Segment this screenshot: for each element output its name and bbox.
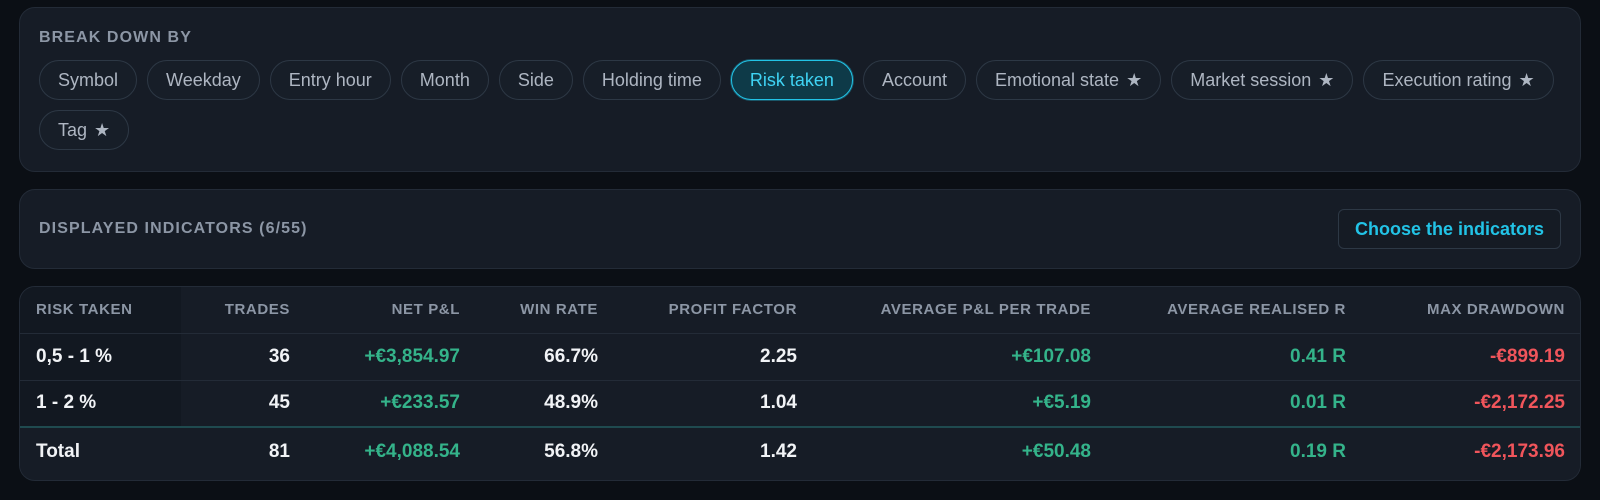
table-header-row: RISK TAKEN TRADES NET P&L WIN RATE PROFI… bbox=[20, 287, 1580, 334]
chip-label: Side bbox=[517, 70, 554, 90]
cell-total-profit-factor: 1.42 bbox=[614, 427, 813, 476]
chip-label: Month bbox=[419, 70, 470, 90]
chip-execution-rating[interactable]: Execution rating ★ bbox=[1363, 60, 1554, 100]
chip-emotional-state[interactable]: Emotional state ★ bbox=[976, 60, 1162, 100]
column-header-average-realised-r[interactable]: AVERAGE REALISED R bbox=[1107, 287, 1362, 334]
star-icon: ★ bbox=[1518, 70, 1535, 90]
breakdown-panel: BREAK DOWN BY Symbol Weekday Entry hour … bbox=[19, 7, 1581, 172]
cell-average-pnl: +€107.08 bbox=[813, 333, 1107, 381]
cell-total-label: Total bbox=[20, 427, 181, 476]
chip-account[interactable]: Account bbox=[862, 60, 966, 100]
breakdown-chip-list: Symbol Weekday Entry hour Month Side Hol… bbox=[39, 60, 1559, 150]
star-icon: ★ bbox=[1126, 70, 1143, 90]
cell-total-average-r: 0.19 R bbox=[1107, 427, 1362, 476]
breakdown-title: BREAK DOWN BY bbox=[39, 29, 192, 46]
chip-label: Entry hour bbox=[288, 70, 372, 90]
cell-net-pnl: +€3,854.97 bbox=[306, 333, 476, 381]
column-header-trades[interactable]: TRADES bbox=[181, 287, 306, 334]
cell-win-rate: 66.7% bbox=[476, 333, 614, 381]
table-total-row: Total 81 +€4,088.54 56.8% 1.42 +€50.48 0… bbox=[20, 427, 1580, 476]
column-header-risk-taken[interactable]: RISK TAKEN bbox=[20, 287, 181, 334]
chip-holding-time[interactable]: Holding time bbox=[582, 60, 721, 100]
chip-side[interactable]: Side bbox=[498, 60, 573, 100]
breakdown-table-panel: RISK TAKEN TRADES NET P&L WIN RATE PROFI… bbox=[19, 286, 1581, 481]
cell-profit-factor: 1.04 bbox=[614, 380, 813, 428]
column-header-max-drawdown[interactable]: MAX DRAWDOWN bbox=[1362, 287, 1580, 334]
cell-max-drawdown: -€2,172.25 bbox=[1362, 380, 1580, 428]
chip-label: Holding time bbox=[601, 70, 702, 90]
cell-average-r: 0.41 R bbox=[1107, 333, 1362, 381]
cell-trades: 36 bbox=[181, 333, 306, 381]
column-header-win-rate[interactable]: WIN RATE bbox=[476, 287, 614, 334]
cell-total-average-pnl: +€50.48 bbox=[813, 427, 1107, 476]
cell-total-net-pnl: +€4,088.54 bbox=[306, 427, 476, 476]
cell-total-win-rate: 56.8% bbox=[476, 427, 614, 476]
column-header-net-pnl[interactable]: NET P&L bbox=[306, 287, 476, 334]
cell-risk-taken: 1 - 2 % bbox=[20, 380, 181, 428]
cell-total-trades: 81 bbox=[181, 427, 306, 476]
chip-weekday[interactable]: Weekday bbox=[147, 60, 260, 100]
indicators-panel: DISPLAYED INDICATORS (6/55) Choose the i… bbox=[19, 189, 1581, 269]
cell-profit-factor: 2.25 bbox=[614, 333, 813, 381]
cell-risk-taken: 0,5 - 1 % bbox=[20, 333, 181, 381]
star-icon: ★ bbox=[94, 120, 111, 140]
chip-label: Account bbox=[881, 70, 947, 90]
chip-label: Market session bbox=[1190, 70, 1312, 90]
column-header-average-pnl-per-trade[interactable]: AVERAGE P&L PER TRADE bbox=[813, 287, 1107, 334]
chip-label: Execution rating bbox=[1382, 70, 1512, 90]
chip-tag[interactable]: Tag ★ bbox=[39, 110, 130, 150]
chip-label: Risk taken bbox=[749, 70, 834, 90]
cell-max-drawdown: -€899.19 bbox=[1362, 333, 1580, 381]
star-icon: ★ bbox=[1318, 70, 1335, 90]
cell-average-pnl: +€5.19 bbox=[813, 380, 1107, 428]
cell-total-max-drawdown: -€2,173.96 bbox=[1362, 427, 1580, 476]
cell-trades: 45 bbox=[181, 380, 306, 428]
chip-label: Weekday bbox=[166, 70, 241, 90]
chip-symbol[interactable]: Symbol bbox=[39, 60, 138, 100]
table-row[interactable]: 0,5 - 1 % 36 +€3,854.97 66.7% 2.25 +€107… bbox=[20, 333, 1580, 381]
cell-net-pnl: +€233.57 bbox=[306, 380, 476, 428]
chip-month[interactable]: Month bbox=[400, 60, 489, 100]
table-row[interactable]: 1 - 2 % 45 +€233.57 48.9% 1.04 +€5.19 0.… bbox=[20, 380, 1580, 428]
breakdown-table: RISK TAKEN TRADES NET P&L WIN RATE PROFI… bbox=[20, 287, 1580, 476]
cell-average-r: 0.01 R bbox=[1107, 380, 1362, 428]
chip-label: Tag bbox=[58, 120, 88, 140]
indicators-title: DISPLAYED INDICATORS (6/55) bbox=[39, 220, 308, 237]
chip-market-session[interactable]: Market session ★ bbox=[1171, 60, 1354, 100]
cell-win-rate: 48.9% bbox=[476, 380, 614, 428]
column-header-profit-factor[interactable]: PROFIT FACTOR bbox=[614, 287, 813, 334]
choose-indicators-button[interactable]: Choose the indicators bbox=[1337, 209, 1561, 249]
chip-entry-hour[interactable]: Entry hour bbox=[269, 60, 391, 100]
chip-label: Symbol bbox=[58, 70, 119, 90]
chip-risk-taken[interactable]: Risk taken bbox=[730, 60, 853, 100]
chip-label: Emotional state bbox=[995, 70, 1120, 90]
